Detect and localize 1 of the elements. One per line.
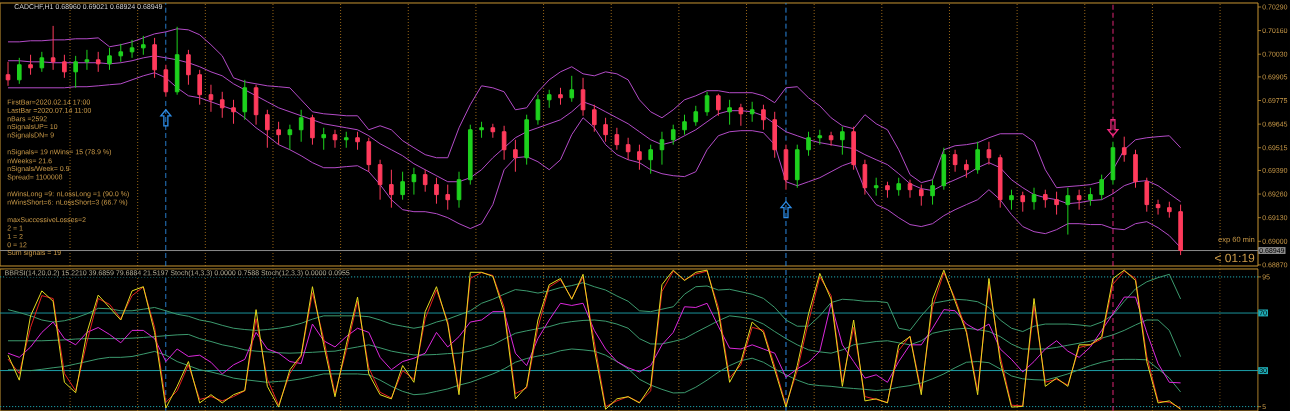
text: < 01:19 — [1215, 253, 1255, 263]
